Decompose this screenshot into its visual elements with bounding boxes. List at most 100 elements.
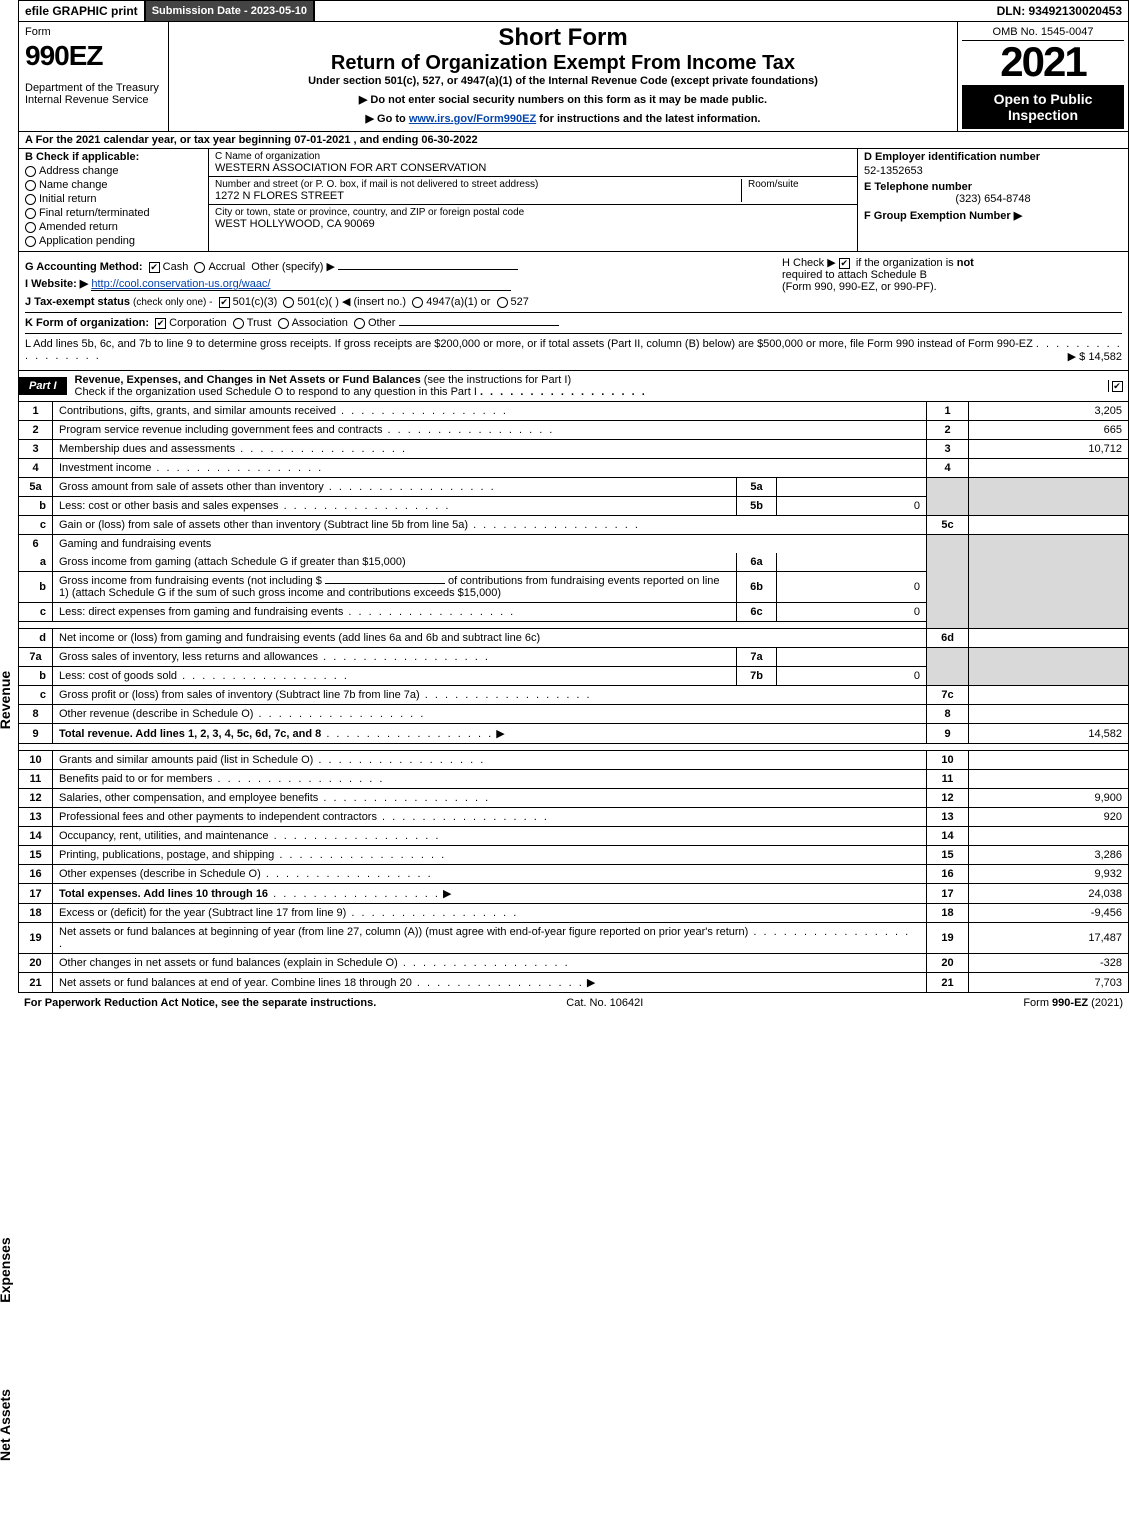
j-o3: 4947(a)(1) or xyxy=(426,296,490,308)
i-label: I Website: ▶ xyxy=(25,278,88,290)
room-label: Room/suite xyxy=(748,179,851,190)
part-i-title: Revenue, Expenses, and Changes in Net As… xyxy=(75,374,421,386)
open-to-public: Open to Public Inspection xyxy=(962,85,1124,129)
c-city-label: City or town, state or province, country… xyxy=(215,207,851,218)
line-13: 13 Professional fees and other payments … xyxy=(19,808,1129,827)
line-15: 15 Printing, publications, postage, and … xyxy=(19,846,1129,865)
e-label: E Telephone number xyxy=(864,181,972,193)
website-link[interactable]: http://cool.conservation-us.org/waac/ xyxy=(91,278,511,291)
sidelabel-revenue: Revenue xyxy=(0,640,13,760)
tax-year: 2021 xyxy=(962,41,1124,83)
g-cash-cb[interactable] xyxy=(149,262,160,273)
j-501c-cb[interactable] xyxy=(283,297,294,308)
telephone: (323) 654-8748 xyxy=(864,193,1122,205)
c-addr-label: Number and street (or P. O. box, if mail… xyxy=(215,179,741,190)
j-label: J Tax-exempt status xyxy=(25,296,130,308)
j-sub: (check only one) - xyxy=(133,297,212,308)
footer-right: Form 990-EZ (2021) xyxy=(1023,997,1123,1009)
h-not: not xyxy=(957,257,974,269)
form-word: Form xyxy=(25,26,162,38)
topbar: efile GRAPHIC print Submission Date - 20… xyxy=(18,0,1129,22)
g-accrual-cb[interactable] xyxy=(194,262,205,273)
h-checkbox[interactable] xyxy=(839,258,850,269)
section-k: K Form of organization: Corporation Trus… xyxy=(25,312,1122,329)
line-8: 8 Other revenue (describe in Schedule O)… xyxy=(19,705,1129,724)
line-19: 19 Net assets or fund balances at beginn… xyxy=(19,923,1129,954)
j-501c3-cb[interactable] xyxy=(219,297,230,308)
k-other: Other xyxy=(368,317,396,329)
j-o4: 527 xyxy=(511,296,529,308)
k-other-cb[interactable] xyxy=(354,318,365,329)
line-5c: c Gain or (loss) from sale of assets oth… xyxy=(19,516,1129,535)
part-i-dots xyxy=(480,386,647,398)
j-4947-cb[interactable] xyxy=(412,297,423,308)
line-12: 12 Salaries, other compensation, and emp… xyxy=(19,789,1129,808)
efile-label: efile GRAPHIC print xyxy=(19,1,144,21)
k-label: K Form of organization: xyxy=(25,317,149,329)
line-3: 3 Membership dues and assessments 3 10,7… xyxy=(19,440,1129,459)
section-h: H Check ▶ if the organization is not req… xyxy=(782,256,1122,293)
k-trust-cb[interactable] xyxy=(233,318,244,329)
line-21: 21 Net assets or fund balances at end of… xyxy=(19,973,1129,993)
footer-cat: Cat. No. 10642I xyxy=(566,997,643,1009)
section-a: A For the 2021 calendar year, or tax yea… xyxy=(18,132,1129,149)
cb-name-change[interactable]: Name change xyxy=(25,179,202,191)
c-name-label: C Name of organization xyxy=(215,151,851,162)
b-label: B Check if applicable: xyxy=(25,151,202,163)
sidelabel-expenses: Expenses xyxy=(0,1210,13,1330)
g-other-blank[interactable] xyxy=(338,269,518,270)
line-5a: 5a Gross amount from sale of assets othe… xyxy=(19,478,1129,497)
h-mid: if the organization is xyxy=(856,257,957,269)
irs-link[interactable]: www.irs.gov/Form990EZ xyxy=(409,113,536,125)
line-6d: d Net income or (loss) from gaming and f… xyxy=(19,629,1129,648)
dln: DLN: 93492130020453 xyxy=(991,1,1128,21)
k-assoc-cb[interactable] xyxy=(278,318,289,329)
return-title: Return of Organization Exempt From Incom… xyxy=(175,52,951,75)
cb-final-return[interactable]: Final return/terminated xyxy=(25,207,202,219)
k-other-blank[interactable] xyxy=(399,325,559,326)
6b-blank[interactable] xyxy=(325,583,445,584)
j-527-cb[interactable] xyxy=(497,297,508,308)
cb-initial-return[interactable]: Initial return xyxy=(25,193,202,205)
section-ghijkl: H Check ▶ if the organization is not req… xyxy=(18,252,1129,371)
bullet-goto: ▶ Go to www.irs.gov/Form990EZ for instru… xyxy=(175,112,951,125)
h-l2: required to attach Schedule B xyxy=(782,269,927,281)
line-7c: c Gross profit or (loss) from sales of i… xyxy=(19,686,1129,705)
k-corp: Corporation xyxy=(169,317,226,329)
submission-date: Submission Date - 2023-05-10 xyxy=(144,1,315,21)
line-16: 16 Other expenses (describe in Schedule … xyxy=(19,865,1129,884)
part-i-check: Check if the organization used Schedule … xyxy=(75,386,477,398)
form-header: Form 990EZ Department of the Treasury In… xyxy=(18,22,1129,132)
l-amount: ▶ $ 14,582 xyxy=(1068,350,1122,363)
footer: For Paperwork Reduction Act Notice, see … xyxy=(18,993,1129,1013)
cb-amended-return[interactable]: Amended return xyxy=(25,221,202,233)
k-corp-cb[interactable] xyxy=(155,318,166,329)
k-trust: Trust xyxy=(247,317,272,329)
cb-application-pending[interactable]: Application pending xyxy=(25,235,202,247)
org-city: WEST HOLLYWOOD, CA 90069 xyxy=(215,218,851,230)
j-o2: 501(c)( ) ◀ (insert no.) xyxy=(297,296,406,308)
d-label: D Employer identification number xyxy=(864,151,1040,163)
j-o1: 501(c)(3) xyxy=(233,296,278,308)
g-cash: Cash xyxy=(163,261,189,273)
ein: 52-1352653 xyxy=(864,165,923,177)
g-accrual: Accrual xyxy=(208,261,245,273)
goto-post: for instructions and the latest informat… xyxy=(536,113,760,125)
g-other: Other (specify) ▶ xyxy=(251,261,335,273)
line-6: 6 Gaming and fundraising events xyxy=(19,535,1129,554)
h-pre: H Check ▶ xyxy=(782,257,839,269)
bullet-ssn: ▶ Do not enter social security numbers o… xyxy=(175,93,951,106)
line-7a: 7a Gross sales of inventory, less return… xyxy=(19,648,1129,667)
cb-address-change[interactable]: Address change xyxy=(25,165,202,177)
section-bcdef: B Check if applicable: Address change Na… xyxy=(18,149,1129,252)
part-i-checkbox[interactable] xyxy=(1112,381,1123,392)
dept-treasury: Department of the Treasury Internal Reve… xyxy=(25,82,162,106)
f-label: F Group Exemption Number ▶ xyxy=(864,210,1022,222)
line-1: 1 Contributions, gifts, grants, and simi… xyxy=(19,402,1129,421)
line-2: 2 Program service revenue including gove… xyxy=(19,421,1129,440)
goto-pre: ▶ Go to xyxy=(366,113,409,125)
line-4: 4 Investment income 4 xyxy=(19,459,1129,478)
line-17: 17 Total expenses. Add lines 10 through … xyxy=(19,884,1129,904)
line-10: 10 Grants and similar amounts paid (list… xyxy=(19,751,1129,770)
footer-left: For Paperwork Reduction Act Notice, see … xyxy=(24,997,376,1009)
